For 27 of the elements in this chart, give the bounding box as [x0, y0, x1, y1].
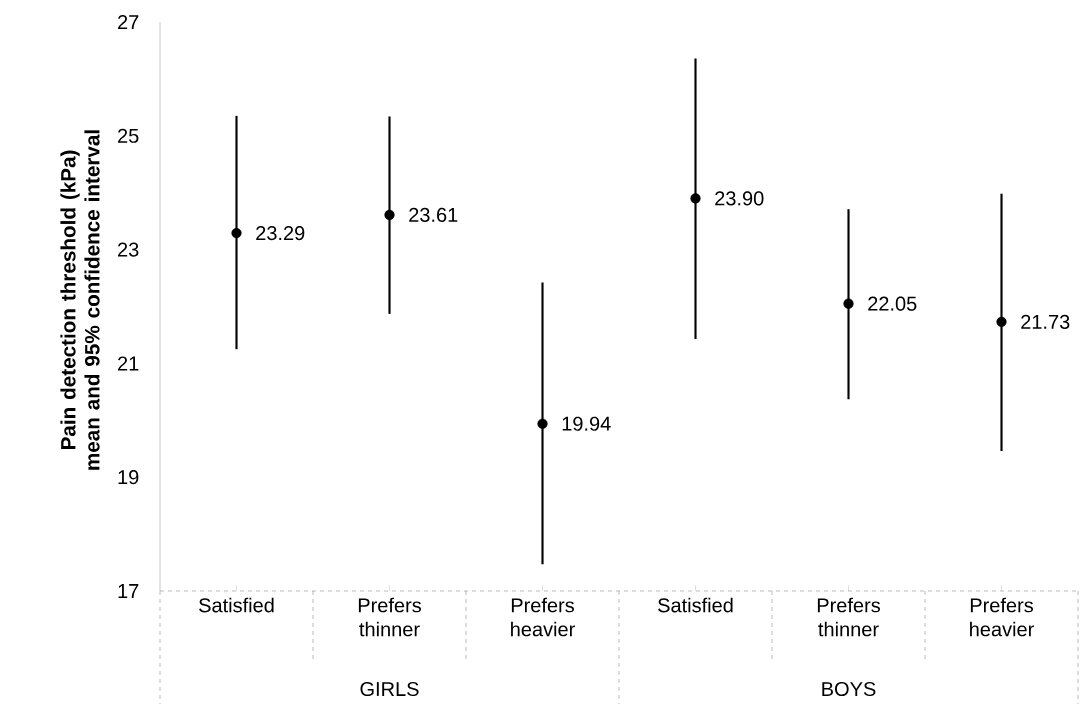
y-tick-label: 25 [118, 128, 139, 143]
y-tick-label: 17 [118, 584, 139, 598]
data-label: 23.61 [409, 207, 458, 222]
y-tick-label: 19 [118, 470, 139, 485]
point [843, 298, 854, 309]
data-label: 21.73 [1021, 314, 1070, 329]
text: GIRLS [360, 681, 419, 697]
x-tick-label: Satisfied [199, 597, 274, 613]
data-label: 19.94 [562, 416, 611, 431]
point [231, 228, 242, 239]
data-label: 22.05 [868, 296, 917, 311]
x-tick-label: Satisfied [658, 597, 733, 613]
y-axis-title: Pain detection threshold (kPa) mean and 95% confidence interval [60, 130, 100, 470]
y-tick-label: 27 [118, 15, 139, 29]
data-label: 23.29 [256, 226, 305, 241]
point [384, 209, 395, 220]
x-tick-label: Prefers heavier [970, 597, 1034, 637]
y-tick-label: 21 [118, 356, 139, 371]
data-label: 23.90 [715, 191, 764, 206]
point [537, 418, 548, 429]
point [690, 193, 701, 204]
y-tick-label: 23 [118, 242, 139, 257]
text: BOYS [822, 681, 876, 697]
point [996, 316, 1007, 327]
x-tick-label: Prefers thinner [358, 597, 421, 637]
x-tick-label: Prefers thinner [817, 597, 880, 637]
x-tick-label: Prefers heavier [511, 597, 575, 637]
